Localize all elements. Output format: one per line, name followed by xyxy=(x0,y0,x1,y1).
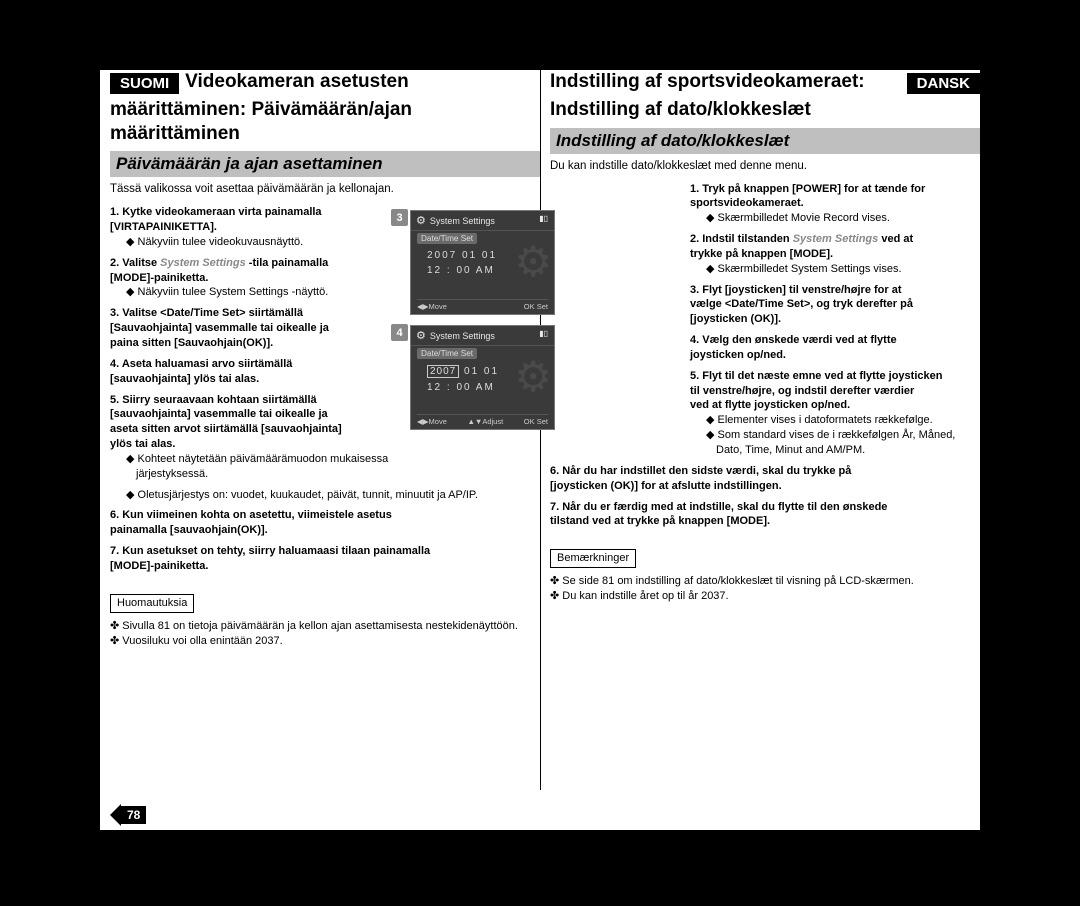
subhead-left: Päivämäärän ja ajan asettaminen xyxy=(110,151,540,177)
r-s5c: ved at flytte joysticken op/ned. xyxy=(690,399,850,411)
steps-right: 1. Tryk på knappen [POWER] for at tænde … xyxy=(690,182,980,458)
badge-3: 3 xyxy=(391,209,408,226)
title-b-left: määrittäminen: Päivämäärän/ajan määrittä… xyxy=(110,98,540,146)
l-s1b: [VIRTAPAINIKETTA]. xyxy=(110,221,217,233)
screen-4: 4 ⚙System Settings▮▯ ⚙ Date/Time Set 200… xyxy=(410,325,555,430)
l-s3a: 3. Valitse <Date/Time Set> siirtämällä xyxy=(110,307,303,319)
l-n1: Sivulla 81 on tietoja päivämäärän ja kel… xyxy=(110,619,540,634)
l-s3c: paina sitten [Sauvaohjain(OK)]. xyxy=(110,337,273,349)
r-s5ef: Som standard vises de i rækkefølgen År, … xyxy=(706,428,980,458)
badge-4: 4 xyxy=(391,324,408,341)
r-s3b: vælge <Date/Time Set>, og tryk derefter … xyxy=(690,298,913,310)
intro-right: Du kan indstille dato/klokkeslæt med den… xyxy=(550,160,980,172)
l-s5a: 5. Siirry seuraavaan kohtaan siirtämällä xyxy=(110,394,317,406)
r-s5d: Elementer vises i datoformatets rækkeføl… xyxy=(706,413,980,428)
r-s2c: trykke på knappen [MODE]. xyxy=(690,248,833,260)
screen-3: 3 ⚙System Settings▮▯ ⚙ Date/Time Set 200… xyxy=(410,210,555,315)
scr4-foot: ◀▶Move▲▼AdjustOK Set xyxy=(417,414,548,426)
r-n2: Du kan indstille året op til år 2037. xyxy=(550,589,980,604)
scr3-title-text: System Settings xyxy=(430,216,495,226)
gear-bg-icon: ⚙ xyxy=(514,237,552,286)
scr3-time: 12 : 00 AM xyxy=(427,265,554,276)
subhead-right: Indstilling af dato/klokkeslæt xyxy=(550,128,980,154)
r-s1a: 1. Tryk på knappen [POWER] for at tænde … xyxy=(690,183,925,195)
l-s5d: ylös tai alas. xyxy=(110,438,175,450)
gear-icon: ⚙ xyxy=(416,214,426,227)
l-s5b: [sauvaohjainta] vasemmalle tai oikealle … xyxy=(110,408,328,420)
triangle-icon xyxy=(110,804,121,826)
r-s5b: til venstre/højre, og indstil derefter v… xyxy=(690,385,914,397)
gear-icon: ⚙ xyxy=(416,329,426,342)
r-s1c: Skærmbilledet Movie Record vises. xyxy=(706,211,980,226)
l-s6a: 6. Kun viimeinen kohta on asetettu, viim… xyxy=(110,509,392,521)
r-s1b: sportsvideokameraet. xyxy=(690,197,804,209)
steps-left-wide: Oletusjärjestys on: vuodet, kuukaudet, p… xyxy=(110,488,540,649)
title-b-right: Indstilling af dato/klokkeslæt xyxy=(550,98,980,122)
lang-badge-right: DANSK xyxy=(907,73,980,94)
page-number-text: 78 xyxy=(121,806,146,824)
scr4-tab: Date/Time Set xyxy=(417,348,477,359)
r-s3a: 3. Flyt [joysticken] til venstre/højre f… xyxy=(690,284,902,296)
r-s7a: 7. Når du er færdig med at indstille, sk… xyxy=(550,501,887,513)
scr3-title: ⚙ System Settings ▮▯ xyxy=(411,211,554,231)
l-s2d: Näkyviin tulee System Settings -näyttö. xyxy=(126,285,400,300)
l-s2em: System Settings xyxy=(160,257,246,269)
r-n1: Se side 81 om indstilling af dato/klokke… xyxy=(550,574,980,589)
scr3-foot: ◀▶MoveOK Set xyxy=(417,299,548,311)
scr4-time: 12 : 00 AM xyxy=(427,382,554,393)
l-s1c: Näkyviin tulee videokuvausnäyttö. xyxy=(126,235,400,250)
l-s5e: Kohteet näytetään päivämäärämuodon mukai… xyxy=(126,452,400,482)
l-s4a: 4. Aseta haluamasi arvo siirtämällä xyxy=(110,358,292,370)
r-s2em: System Settings xyxy=(793,233,879,245)
title-a-right: Indstilling af sportsvideokameraet: xyxy=(550,70,865,94)
r-s2b: ved at xyxy=(878,233,913,245)
r-s7b: tilstand ved at trykke på knappen [MODE]… xyxy=(550,515,770,527)
scr3-date: 2007 01 01 xyxy=(427,250,554,261)
battery-icon: ▮▯ xyxy=(539,329,548,338)
notes-label-right: Bemærkninger xyxy=(550,549,636,568)
title-line: SUOMI Videokameran asetusten xyxy=(110,70,540,98)
l-s4b: [sauvaohjainta] ylös tai alas. xyxy=(110,373,259,385)
steps-left: 1. Kytke videokameraan virta painamalla … xyxy=(110,205,400,481)
page-number: 78 xyxy=(110,804,146,826)
r-s5a: 5. Flyt til det næste emne ved at flytte… xyxy=(690,370,942,382)
notes-label-left: Huomautuksia xyxy=(110,594,194,613)
l-s2a: 2. Valitse xyxy=(110,257,160,269)
battery-icon: ▮▯ xyxy=(539,214,548,223)
r-s2d: Skærmbilledet System Settings vises. xyxy=(706,262,980,277)
title-line-right: Indstilling af sportsvideokameraet: DANS… xyxy=(550,70,980,98)
l-s3b: [Sauvaohjainta] vasemmalle tai oikealle … xyxy=(110,322,329,334)
left-column: SUOMI Videokameran asetusten määrittämin… xyxy=(110,70,540,648)
l-s2b: -tila painamalla xyxy=(246,257,329,269)
l-s5g: Oletusjärjestys on: vuodet, kuukaudet, p… xyxy=(126,488,540,503)
steps-right-wide: 6. Når du har indstillet den sidste værd… xyxy=(550,464,980,604)
l-s7a: 7. Kun asetukset on tehty, siirry haluam… xyxy=(110,545,430,557)
device-screens: 3 ⚙System Settings▮▯ ⚙ Date/Time Set 200… xyxy=(410,210,555,440)
lang-badge-left: SUOMI xyxy=(110,73,179,94)
scr4-title-text: System Settings xyxy=(430,331,495,341)
manual-page: SUOMI Videokameran asetusten määrittämin… xyxy=(100,70,980,830)
intro-left: Tässä valikossa voit asettaa päivämäärän… xyxy=(110,183,540,195)
l-s1a: 1. Kytke videokameraan virta painamalla xyxy=(110,206,322,218)
l-s5c: aseta sitten arvot siirtämällä [sauvaohj… xyxy=(110,423,342,435)
r-s6b: [joysticken (OK)] for at afslutte indsti… xyxy=(550,480,782,492)
r-s2a: 2. Indstil tilstanden xyxy=(690,233,793,245)
l-s7b: [MODE]-painiketta. xyxy=(110,560,208,572)
r-s3c: [joysticken (OK)]. xyxy=(690,313,781,325)
scr4-date: 2007 01 01 xyxy=(427,365,554,378)
l-s2c: [MODE]-painiketta. xyxy=(110,272,208,284)
scr3-tab: Date/Time Set xyxy=(417,233,477,244)
title-a-left: Videokameran asetusten xyxy=(185,70,409,94)
scr4-title: ⚙ System Settings ▮▯ xyxy=(411,326,554,346)
l-n2: Vuosiluku voi olla enintään 2037. xyxy=(110,634,540,649)
right-column: Indstilling af sportsvideokameraet: DANS… xyxy=(550,70,980,604)
r-s6a: 6. Når du har indstillet den sidste værd… xyxy=(550,465,851,477)
l-s6b: painamalla [sauvaohjain(OK)]. xyxy=(110,524,268,536)
r-s4b: joysticken op/ned. xyxy=(690,349,786,361)
r-s4a: 4. Vælg den ønskede værdi ved at flytte xyxy=(690,334,897,346)
